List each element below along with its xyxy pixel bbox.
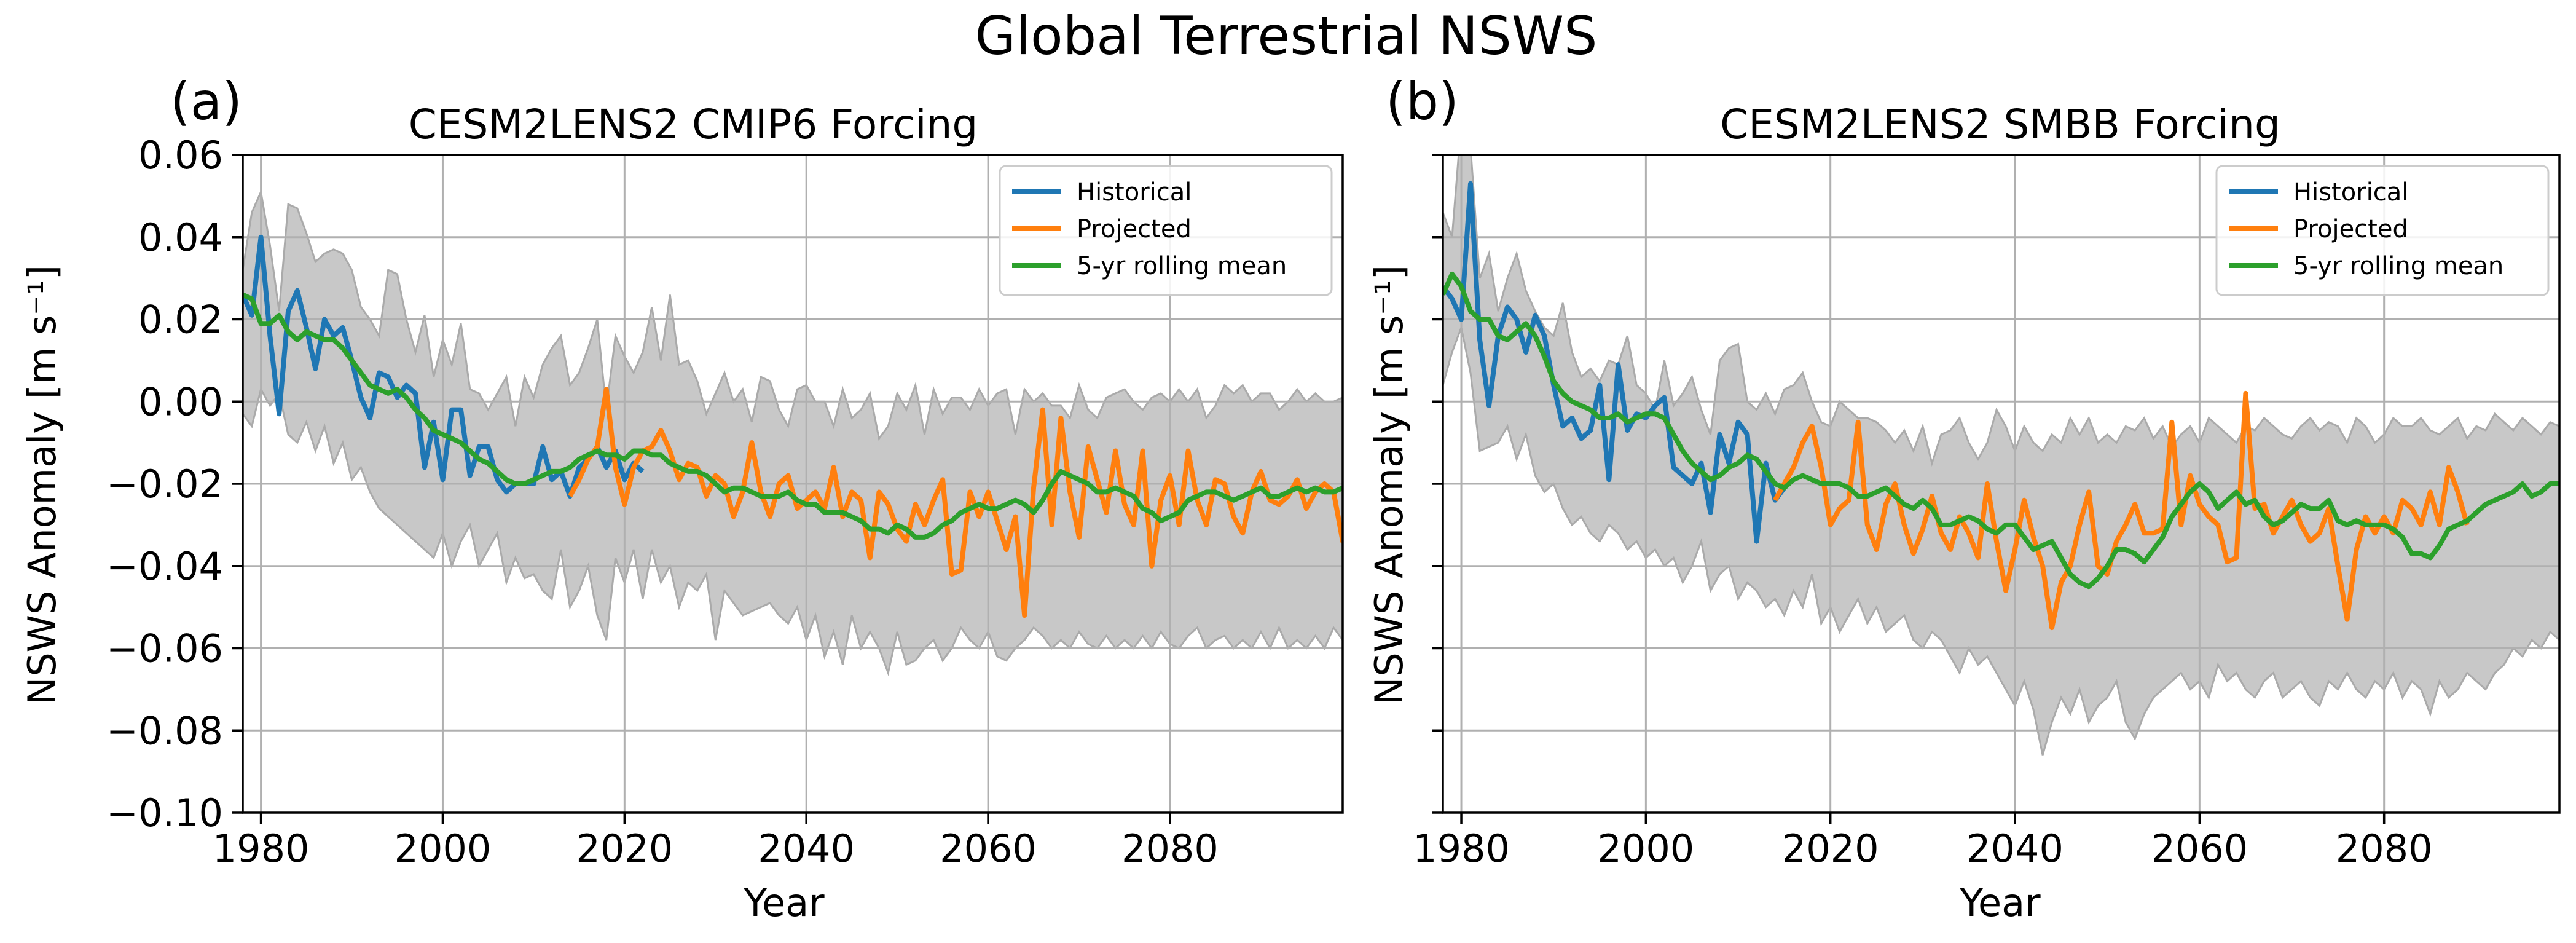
series-line-historical <box>243 234 645 499</box>
x-tick-label: 1980 <box>213 826 310 871</box>
series-line-historical <box>1443 181 1786 544</box>
x-tick-label: 2060 <box>2151 826 2248 871</box>
legend-label: Historical <box>2293 178 2408 207</box>
x-tick-label: 1980 <box>1413 826 1510 871</box>
y-tick-label: 0.02 <box>138 298 223 342</box>
legend-label: Historical <box>1077 178 1192 207</box>
legend-label: Projected <box>1077 215 1192 243</box>
y-axis-label: NSWS Anomaly [m s⁻¹] <box>1367 265 1412 705</box>
plot-area <box>243 155 1343 813</box>
legend-label: 5-yr rolling mean <box>2293 252 2503 280</box>
legend: Historical Projected 5-yr rolling mean <box>999 165 1333 296</box>
y-tick-label: 0.06 <box>138 133 223 178</box>
series-line-5-yr-rolling-mean <box>1443 271 2559 590</box>
x-tick-label: 2060 <box>940 826 1037 871</box>
y-tick-label: 0.00 <box>138 379 223 424</box>
legend-label: 5-yr rolling mean <box>1077 252 1287 280</box>
panel-label: (b) <box>1386 71 1459 132</box>
x-tick-label: 2020 <box>1782 826 1879 871</box>
panel-title: CESM2LENS2 CMIP6 Forcing <box>409 101 978 148</box>
legend-box <box>999 165 1333 296</box>
legend: Historical Projected 5-yr rolling mean <box>2215 165 2550 296</box>
legend-box <box>2215 165 2550 296</box>
x-tick-label: 2040 <box>758 826 855 871</box>
x-tick-label: 2020 <box>576 826 673 871</box>
y-tick-label: 0.04 <box>138 215 223 260</box>
x-tick-label: 2040 <box>1966 826 2064 871</box>
y-tick-label: −0.02 <box>106 462 223 507</box>
plot-area <box>1443 155 2559 813</box>
y-tick-label: −0.10 <box>106 791 223 835</box>
x-tick-label: 2000 <box>1597 826 1694 871</box>
y-tick-label: −0.06 <box>106 626 223 671</box>
panel-label: (a) <box>170 71 242 132</box>
panel-a: (a) CESM2LENS2 CMIP6 Forcing Year NSWS A… <box>20 71 1344 925</box>
legend-label: Projected <box>2293 215 2408 243</box>
x-tick-label: 2080 <box>1121 826 1219 871</box>
series-line-5-yr-rolling-mean <box>243 292 1343 540</box>
x-axis-label: Year <box>1959 880 2041 925</box>
panel-title: CESM2LENS2 SMBB Forcing <box>1720 101 2280 148</box>
panel-b: (b) CESM2LENS2 SMBB Forcing Year NSWS An… <box>1367 71 2561 925</box>
y-axis-label: NSWS Anomaly [m s⁻¹] <box>20 265 65 705</box>
figure-title: Global Terrestrial NSWS <box>975 6 1598 67</box>
x-tick-label: 2080 <box>2336 826 2433 871</box>
ensemble-spread-band <box>243 189 1343 676</box>
ensemble-spread-band <box>1443 155 2559 756</box>
y-tick-label: −0.08 <box>106 708 223 753</box>
x-axis-label: Year <box>743 880 825 925</box>
y-tick-label: −0.04 <box>106 544 223 589</box>
x-tick-label: 2000 <box>395 826 492 871</box>
